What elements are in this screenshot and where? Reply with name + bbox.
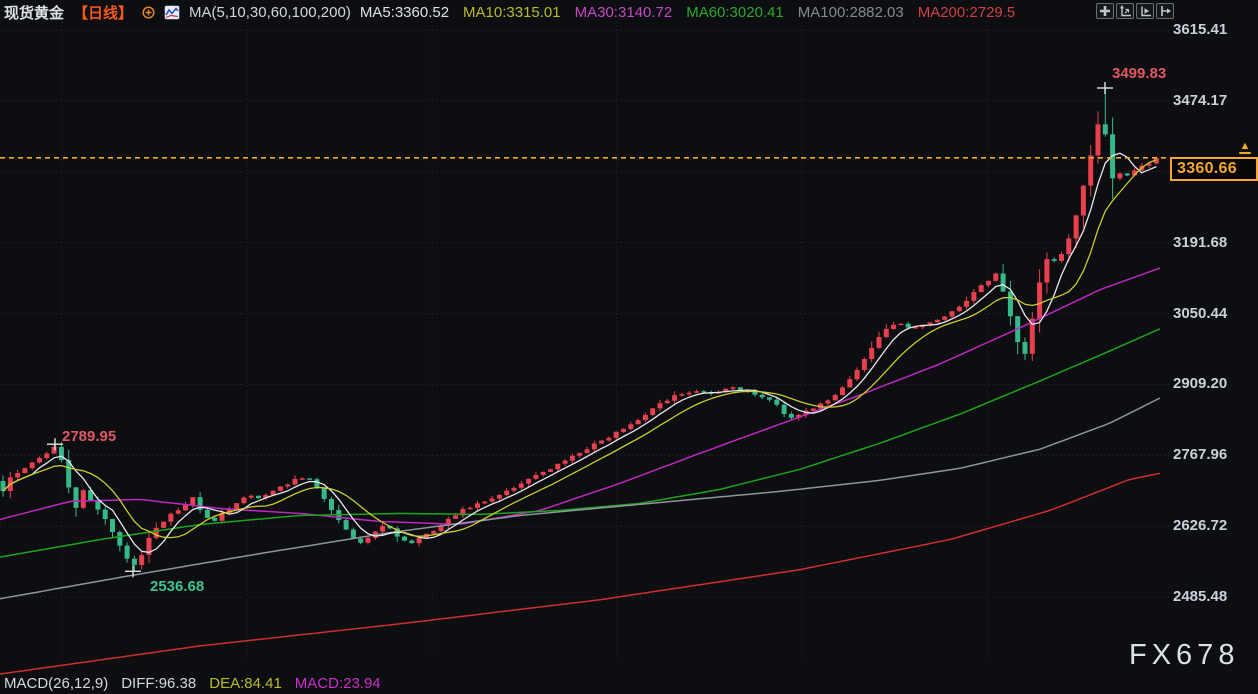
add-indicator-icon[interactable] (142, 5, 155, 19)
ma-value: MA10:3315.01 (463, 3, 561, 21)
macd-diff-value: DIFF:96.38 (121, 675, 197, 692)
price-annotation: 3499.83 (1112, 64, 1167, 82)
ma-value: MA5:3360.52 (359, 3, 450, 21)
price-up-arrow-icon: ▲ (1239, 140, 1251, 154)
x-axis-shift-button[interactable] (1156, 3, 1174, 19)
y-axis-tick-label: 3615.41 (1173, 21, 1228, 38)
axis-play-icon (1141, 6, 1151, 17)
y-axis-tick-label: 2485.48 (1173, 588, 1228, 605)
macd-settings-label[interactable]: MACD(26,12,9) (4, 675, 109, 692)
y-axis-tick-label: 3050.44 (1173, 304, 1228, 322)
ma-values-readout: MA5:3360.52 MA10:3315.01 MA30:3140.72 MA60:… (360, 4, 1015, 21)
y-axis-scale-button[interactable] (1116, 3, 1134, 19)
ma-value: MA30:3140.72 (574, 3, 673, 21)
instrument-name: 现货黄金 (4, 4, 65, 22)
pan-button[interactable] (1096, 3, 1114, 19)
current-price-tag: 3360.66 (1170, 157, 1258, 181)
ma-value: MA60:3020.41 (686, 3, 784, 21)
y-axis-tick-label: 3191.68 (1173, 233, 1228, 251)
y-axis-tick-label: 2626.72 (1173, 517, 1228, 535)
macd-macd-value: MACD:23.94 (294, 675, 381, 692)
ma-value: MA100:2882.03 (797, 3, 904, 21)
macd-dea-value: DEA:84.41 (209, 675, 282, 692)
y-axis-tick-label: 2909.20 (1173, 375, 1228, 393)
ma-value: MA200:2729.5 (917, 3, 1016, 21)
watermark: FX678 (1129, 639, 1240, 671)
current-price-value: 3360.66 (1177, 160, 1237, 177)
price-annotation: 2536.68 (150, 578, 205, 596)
y-axis-tick-label: 2767.96 (1173, 446, 1228, 464)
macd-info-bar: MACD(26,12,9) DIFF:96.38 DEA:84.41 MACD:… (4, 675, 381, 692)
chart-header: 现货黄金 【日线】 MA(5,10,30,60,100,200) MA5:336… (4, 3, 1015, 22)
axis-shift-right-icon (1161, 6, 1171, 16)
pan-crosshair-icon (1100, 6, 1110, 16)
period-selector[interactable]: 【日线】 (73, 4, 134, 22)
chart-toolbar (1096, 3, 1174, 19)
auto-scale-play-button[interactable] (1136, 3, 1154, 19)
mini-chart-icon[interactable] (164, 4, 181, 20)
price-annotation: 2789.95 (62, 428, 117, 446)
ma-settings-label[interactable]: MA(5,10,30,60,100,200) (189, 3, 351, 21)
y-axis-tick-label: 3474.17 (1173, 91, 1228, 109)
axis-scale-up-icon (1120, 5, 1131, 17)
